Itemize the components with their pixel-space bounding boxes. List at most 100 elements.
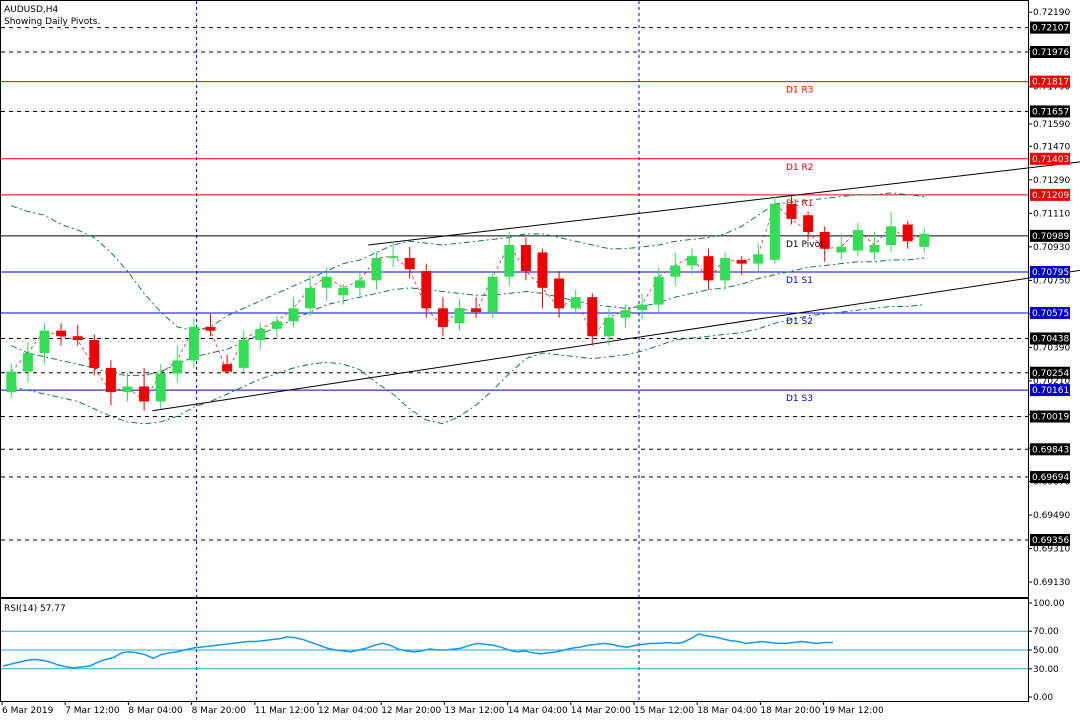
candle-body	[819, 231, 830, 249]
time-tick-label: 12 Mar 04:00	[318, 706, 378, 716]
time-tick-label: 19 Mar 12:00	[824, 706, 884, 716]
candle-body	[39, 330, 50, 354]
bollinger-layer	[11, 192, 925, 425]
price-axis: 0.721900.719900.717900.715900.714700.712…	[1028, 8, 1070, 588]
dashed-level-label-bg	[1030, 471, 1070, 484]
time-tick-label: 13 Mar 12:00	[444, 706, 504, 716]
dashed-level-label: 0.70438	[1032, 334, 1069, 344]
pivot-price-label: 0.71817	[1032, 78, 1069, 88]
grid-layer	[1, 1, 1028, 701]
candle-body	[404, 258, 415, 270]
candle-body	[504, 244, 515, 277]
time-tick-label: 11 Mar 12:00	[255, 706, 315, 716]
bollinger-middle-line	[11, 257, 925, 376]
candle-body	[188, 326, 199, 361]
dashed-level-label-bg	[1030, 534, 1070, 547]
pivot-label: D1 R2	[786, 163, 814, 173]
pivot-label: D1 Pivot	[786, 240, 824, 250]
candle-body	[520, 244, 531, 272]
candle-body	[487, 276, 498, 313]
pivot-price-label: 0.70575	[1032, 309, 1069, 319]
candle-body	[321, 276, 332, 288]
price-tick-label: 0.71110	[1033, 209, 1070, 219]
trendline-layer	[152, 161, 1080, 412]
bollinger-upper-line	[11, 192, 925, 332]
time-tick-label: 7 Mar 12:00	[65, 706, 120, 716]
pivot-label: D1 S3	[786, 394, 813, 404]
pivot-labels-layer: D1 R3 D1 R2 D1 R1 D1 Pivot D1 S1 D1 S2 D1 S3	[786, 86, 824, 404]
pivot-price-label: 0.70161	[1032, 386, 1069, 396]
candle-body	[238, 339, 249, 368]
dashed-level-label: 0.71976	[1032, 48, 1069, 58]
pivot-price-label-bg	[1030, 188, 1070, 201]
candle-body	[22, 353, 33, 372]
candle-body	[105, 367, 116, 393]
rsi-tick-label: 70.00	[1033, 627, 1059, 637]
price-tick-label: 0.70930	[1033, 243, 1070, 253]
time-axis: 6 Mar 2019 7 Mar 12:00 8 Mar 04:00 8 Mar 20…	[1, 701, 884, 716]
candle-body	[620, 310, 631, 318]
candle-body	[554, 278, 565, 309]
pivot-price-label-bg	[1030, 265, 1070, 278]
dashed-level-label: 0.70254	[1032, 369, 1069, 379]
pivot-price-label: 0.71403	[1032, 155, 1069, 165]
dashed-level-label: 0.69843	[1032, 445, 1069, 455]
pivot-price-label-bg	[1030, 229, 1070, 242]
candle-body	[570, 297, 581, 309]
candles-layer	[6, 194, 930, 411]
candle-body	[803, 215, 814, 232]
candle-body	[736, 259, 747, 264]
candle-body	[155, 373, 166, 402]
rsi-tick-label: 0.00	[1033, 693, 1053, 703]
dashed-level-label: 0.69356	[1032, 536, 1069, 546]
candle-body	[653, 276, 664, 305]
candle-body	[89, 339, 100, 368]
candle-body	[454, 308, 465, 324]
time-tick-label: 15 Mar 12:00	[634, 706, 694, 716]
pivot-label: D1 S1	[786, 276, 813, 286]
time-tick-label: 8 Mar 20:00	[192, 706, 247, 716]
price-tick-label: 0.70390	[1033, 343, 1070, 353]
rsi-tick-label: 100.00	[1033, 599, 1065, 609]
candle-body	[537, 252, 548, 288]
candle-body	[886, 226, 897, 245]
price-tick-label: 0.72190	[1033, 8, 1070, 18]
candle-body	[72, 336, 83, 340]
candle-body	[338, 287, 349, 296]
pivot-price-label: 0.70989	[1032, 232, 1069, 242]
candle-body	[670, 265, 681, 277]
time-tick-label: 6 Mar 2019	[2, 706, 54, 716]
price-tick-label: 0.69490	[1033, 511, 1070, 521]
time-tick-label: 18 Mar 04:00	[697, 706, 757, 716]
bollinger-lower-line	[11, 304, 925, 425]
price-tick-label: 0.71790	[1033, 83, 1070, 93]
candle-body	[869, 244, 880, 253]
main-panel-frame	[0, 0, 1029, 598]
lower-channel-trendline	[152, 269, 1080, 412]
candle-body	[437, 308, 448, 327]
price-tick-label: 0.70750	[1033, 276, 1070, 286]
candle-body	[769, 204, 780, 260]
price-tick-label: 0.71470	[1033, 142, 1070, 152]
candle-body	[305, 287, 316, 309]
price-tick-label: 0.71290	[1033, 176, 1070, 186]
time-tick-label: 18 Mar 20:00	[760, 706, 820, 716]
price-tick-label: 0.69130	[1033, 578, 1070, 588]
rsi-layer: 100.00 70.00 50.00 30.00 0.00	[1, 599, 1065, 703]
pivot-price-label: 0.71209	[1032, 191, 1069, 201]
dashed-level-label-bg	[1030, 105, 1070, 118]
dashed-level-label-bg	[1030, 443, 1070, 456]
candle-body	[720, 258, 731, 281]
candle-body	[852, 230, 863, 251]
pivot-label: D1 R1	[786, 199, 814, 209]
candle-body	[205, 326, 216, 331]
candle-body	[786, 204, 797, 219]
dashed-level-label-bg	[1030, 332, 1070, 345]
candle-body	[587, 297, 598, 337]
pivot-price-label-bg	[1030, 75, 1070, 88]
dashed-level-label-bg	[1030, 410, 1070, 423]
time-tick-label: 14 Mar 20:00	[571, 706, 631, 716]
time-tick-label: 14 Mar 04:00	[508, 706, 568, 716]
dashed-level-label: 0.70019	[1032, 413, 1069, 423]
